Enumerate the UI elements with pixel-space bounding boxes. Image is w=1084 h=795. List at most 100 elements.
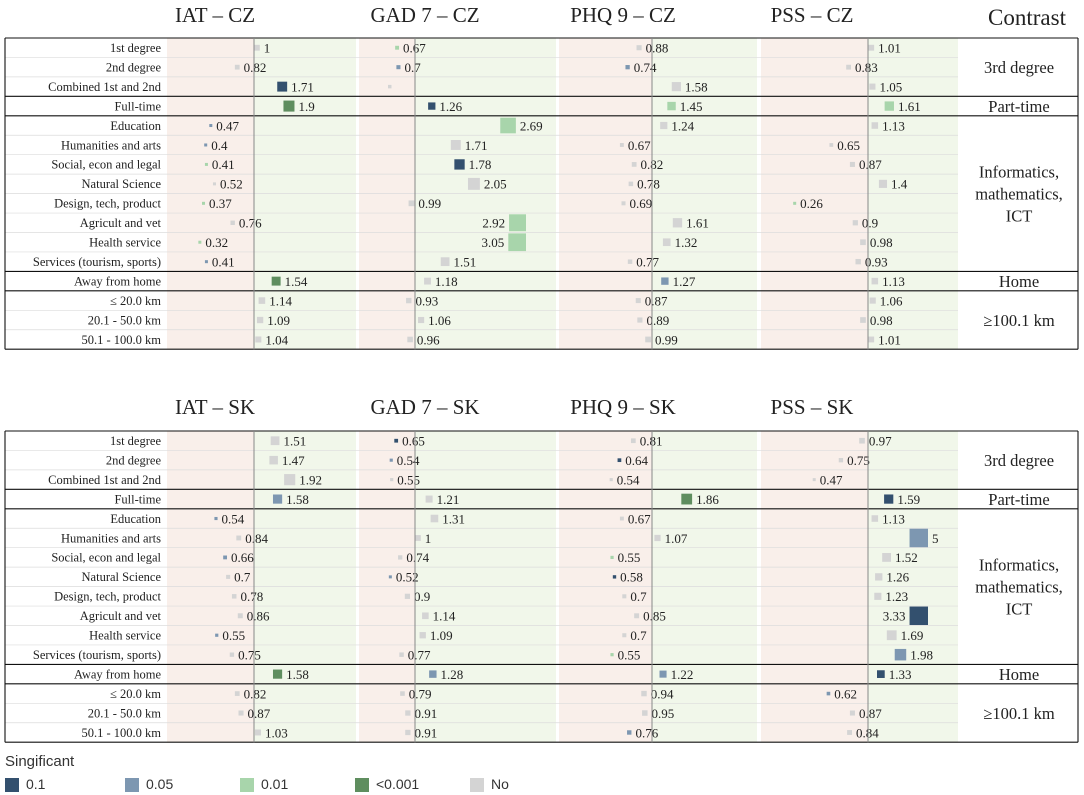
contrast-label: Part-time: [988, 490, 1049, 509]
value-label: 1.51: [283, 434, 306, 449]
row-label: Agricult and vet: [80, 216, 162, 230]
row-label: 1st degree: [110, 41, 161, 55]
row-label: Away from home: [74, 667, 161, 681]
value-label: 0.96: [417, 332, 440, 347]
value-label: 1.26: [886, 570, 909, 585]
value-label: 0.67: [628, 138, 651, 153]
value-label: 0.86: [247, 609, 270, 624]
bar-marker: [419, 632, 426, 639]
legend-label: No: [491, 776, 509, 792]
bar-marker: [223, 555, 228, 560]
bar-marker: [230, 220, 235, 225]
value-label: 0.79: [409, 686, 432, 701]
value-label: 1.71: [465, 138, 488, 153]
value-label: 0.7: [234, 570, 251, 585]
bar-marker: [875, 573, 883, 581]
row-label: Education: [110, 119, 161, 133]
bar-marker: [645, 336, 651, 343]
bar-marker: [424, 277, 431, 285]
value-label: 1.51: [453, 254, 476, 269]
bar-marker: [849, 710, 855, 716]
bar-marker: [209, 124, 213, 128]
value-label: 0.41: [212, 157, 235, 172]
bar-marker: [617, 458, 622, 463]
bar-marker: [277, 81, 288, 92]
value-label: 0.76: [635, 725, 658, 740]
value-label: 0.54: [617, 472, 640, 487]
bar-marker: [609, 478, 613, 482]
value-label: 1.01: [878, 41, 901, 56]
value-label: 1.58: [286, 492, 309, 507]
contrast-label: Home: [999, 665, 1039, 684]
value-label: 0.84: [245, 531, 268, 546]
value-label: 0.52: [396, 570, 419, 585]
value-label: 0.9: [862, 216, 878, 231]
row-label: Design, tech, product: [54, 197, 161, 211]
value-label: 1.22: [671, 667, 694, 682]
value-label: 1.14: [433, 609, 456, 624]
bar-marker: [270, 436, 280, 446]
value-label: 0.87: [859, 706, 882, 721]
bar-marker: [406, 297, 412, 304]
bar-marker: [635, 298, 641, 304]
contrast-label: Home: [999, 272, 1039, 291]
value-label: 0.83: [855, 60, 878, 75]
bar-marker: [258, 297, 266, 304]
bar-marker: [860, 317, 866, 323]
bar-marker: [641, 690, 647, 697]
contrast-label: ICT: [1006, 600, 1033, 619]
value-label: 1.98: [910, 647, 933, 662]
bar-marker: [793, 201, 797, 205]
bar-marker: [884, 494, 894, 504]
chart-title: IAT – SK: [175, 395, 255, 419]
row-label: 20.1 - 50.0 km: [88, 706, 162, 720]
value-label: 0.55: [618, 550, 641, 565]
value-label: 0.55: [397, 472, 420, 487]
bar-marker: [868, 44, 875, 51]
row-label: Full-time: [114, 492, 161, 506]
value-label: 1.27: [673, 274, 696, 289]
bar-marker: [882, 553, 891, 562]
bar-marker: [450, 140, 461, 150]
value-label: 1.06: [428, 313, 451, 328]
chart-title: GAD 7 – SK: [370, 395, 479, 419]
row-label: Full-time: [114, 99, 161, 113]
bar-marker: [628, 181, 634, 187]
bar-marker: [388, 575, 392, 579]
contrast-label: ≥100.1 km: [983, 704, 1055, 723]
value-label: 0.87: [248, 706, 271, 721]
bar-marker: [681, 493, 693, 505]
value-label: 0.91: [414, 706, 437, 721]
value-label: 1.31: [442, 511, 465, 526]
bar-marker: [612, 575, 617, 579]
bar-marker: [467, 177, 480, 190]
value-label: 0.9: [414, 589, 430, 604]
value-label: 1: [264, 41, 271, 56]
value-label: 0.26: [800, 196, 823, 211]
bar-marker: [236, 535, 242, 541]
contrast-label: Informatics,: [979, 163, 1059, 182]
bar-marker: [847, 730, 852, 735]
chart-title: IAT – CZ: [175, 3, 255, 27]
value-label: 0.52: [220, 177, 243, 192]
bar-marker: [672, 218, 683, 228]
bar-marker: [272, 494, 283, 504]
bar-marker: [909, 606, 928, 625]
contrast-header: Contrast: [988, 5, 1067, 30]
bar-marker: [390, 478, 394, 482]
row-label: Humanities and arts: [61, 531, 161, 545]
row-label: Combined 1st and 2nd: [48, 473, 162, 487]
value-label: 0.62: [834, 686, 857, 701]
bar-marker: [855, 258, 861, 265]
bar-marker: [660, 121, 668, 130]
bar-marker: [661, 277, 669, 285]
legend-swatch: [5, 778, 19, 792]
bar-marker: [404, 593, 411, 599]
contrast-label: 3rd degree: [984, 451, 1054, 470]
bar-marker: [619, 143, 624, 147]
value-label: 1.09: [267, 313, 290, 328]
value-label: 0.37: [209, 196, 232, 211]
row-label: Social, econ and legal: [51, 158, 161, 172]
bar-marker: [407, 336, 413, 343]
